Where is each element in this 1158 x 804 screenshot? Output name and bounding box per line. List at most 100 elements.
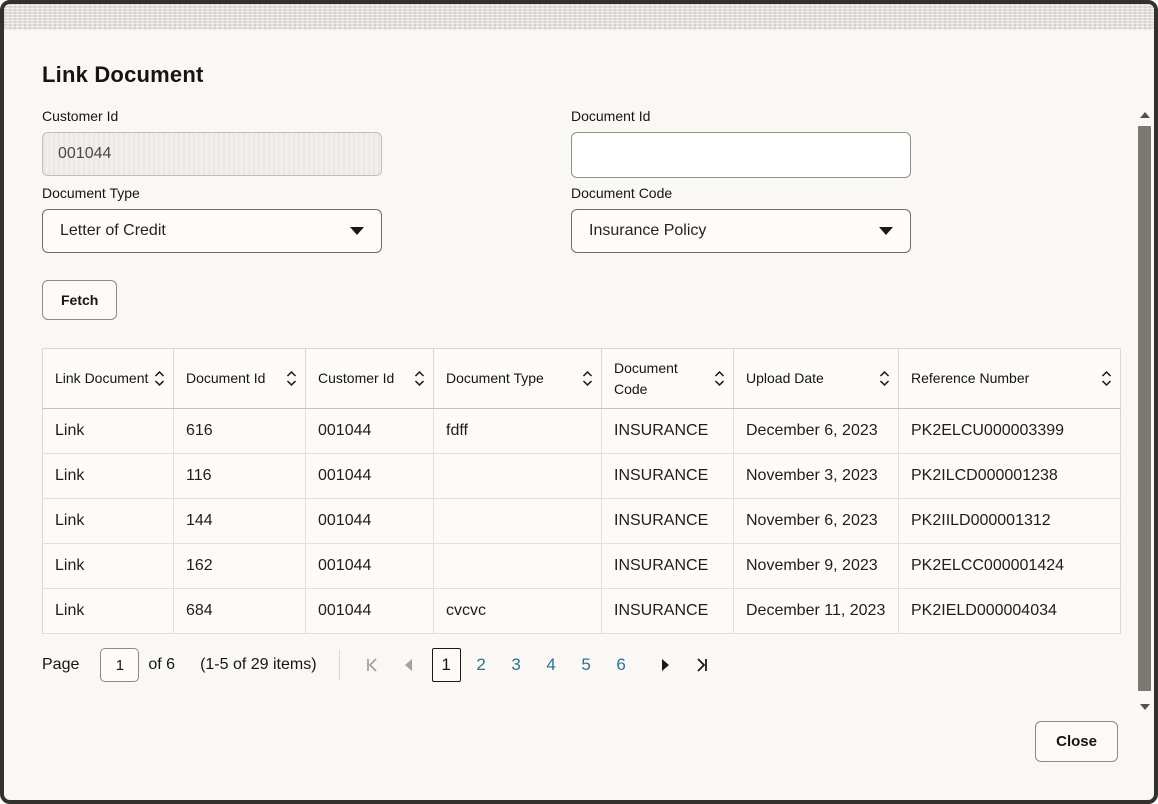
close-button[interactable]: Close <box>1035 721 1118 762</box>
page-number-5[interactable]: 5 <box>581 655 591 674</box>
customer-id-cell: 001044 <box>305 498 434 544</box>
document-code-select[interactable]: Insurance Policy <box>571 209 911 253</box>
document-code-field-group: Document Code Insurance Policy <box>571 185 911 253</box>
customer-id-cell: 001044 <box>305 588 434 634</box>
pagination-bar: Page of 6 (1-5 of 29 items) 1 2 3 4 5 6 <box>42 645 1124 685</box>
document-id-input[interactable] <box>571 132 911 178</box>
customer-id-cell: 001044 <box>305 408 434 454</box>
sort-icon[interactable] <box>714 370 725 387</box>
reference-number-cell: PK2ELCC000001424 <box>898 543 1121 589</box>
document-id-link[interactable]: 144 <box>173 498 306 544</box>
reference-number-cell: PK2ILCD000001238 <box>898 453 1121 499</box>
customer-id-cell: 001044 <box>305 543 434 589</box>
upload-date-cell: December 6, 2023 <box>733 408 899 454</box>
document-code-cell: INSURANCE <box>601 498 734 544</box>
document-id-label: Document Id <box>571 108 651 124</box>
page-number-6[interactable]: 6 <box>616 655 626 674</box>
upload-date-cell: November 6, 2023 <box>733 498 899 544</box>
link-action[interactable]: Link <box>42 588 174 634</box>
reference-number-cell: PK2ELCU000003399 <box>898 408 1121 454</box>
upload-date-cell: November 3, 2023 <box>733 453 899 499</box>
scroll-up-icon[interactable] <box>1140 112 1150 118</box>
link-action[interactable]: Link <box>42 453 174 499</box>
scroll-down-icon[interactable] <box>1140 704 1150 710</box>
column-header-link-document[interactable]: Link Document <box>42 348 174 409</box>
scrollbar-thumb[interactable] <box>1138 126 1151 691</box>
column-header-document-code[interactable]: Document Code <box>601 348 734 409</box>
document-type-label: Document Type <box>42 185 140 201</box>
document-type-selected-value: Letter of Credit <box>60 222 166 239</box>
sort-icon[interactable] <box>154 370 165 387</box>
document-id-link[interactable]: 684 <box>173 588 306 634</box>
chevron-down-icon <box>879 227 893 235</box>
page-title: Link Document <box>42 62 204 87</box>
document-id-field-group: Document Id <box>571 108 911 178</box>
document-code-selected-value: Insurance Policy <box>589 222 707 239</box>
upload-date-cell: November 9, 2023 <box>733 543 899 589</box>
items-range-label: (1-5 of 29 items) <box>200 656 317 673</box>
link-action[interactable]: Link <box>42 498 174 544</box>
document-type-select[interactable]: Letter of Credit <box>42 209 382 253</box>
column-header-reference-number[interactable]: Reference Number <box>898 348 1121 409</box>
page-number-3[interactable]: 3 <box>511 655 521 674</box>
search-form: Customer Id Document Id Document Type Le… <box>42 108 1124 253</box>
fetch-button[interactable]: Fetch <box>42 280 118 320</box>
first-page-icon[interactable] <box>360 650 384 680</box>
reference-number-cell: PK2IILD000001312 <box>898 498 1121 544</box>
document-code-cell: INSURANCE <box>601 588 734 634</box>
next-page-icon[interactable] <box>654 650 678 680</box>
document-type-cell <box>433 453 602 499</box>
page-of-label: of 6 <box>148 656 176 673</box>
table-row: Link 684 001044 cvcvc INSURANCE December… <box>42 588 1121 634</box>
pagination-divider <box>338 650 340 680</box>
previous-page-icon[interactable] <box>396 650 420 680</box>
sort-icon[interactable] <box>414 370 425 387</box>
customer-id-input[interactable] <box>42 132 382 176</box>
column-header-upload-date[interactable]: Upload Date <box>733 348 899 409</box>
upload-date-cell: December 11, 2023 <box>733 588 899 634</box>
page-label: Page <box>42 656 80 673</box>
document-type-cell <box>433 498 602 544</box>
link-action[interactable]: Link <box>42 543 174 589</box>
document-id-link[interactable]: 162 <box>173 543 306 589</box>
last-page-icon[interactable] <box>690 650 714 680</box>
document-type-cell: cvcvc <box>433 588 602 634</box>
dialog-top-texture <box>4 4 1154 30</box>
page-number-1[interactable]: 1 <box>431 648 461 682</box>
document-code-cell: INSURANCE <box>601 543 734 589</box>
page-number-2[interactable]: 2 <box>476 655 486 674</box>
page-number-list: 1 2 3 4 5 6 <box>431 648 642 682</box>
sort-icon[interactable] <box>286 370 297 387</box>
sort-icon[interactable] <box>582 370 593 387</box>
document-type-field-group: Document Type Letter of Credit <box>42 185 382 253</box>
column-header-document-type[interactable]: Document Type <box>433 348 602 409</box>
table-row: Link 144 001044 INSURANCE November 6, 20… <box>42 498 1121 544</box>
customer-id-cell: 001044 <box>305 453 434 499</box>
document-type-cell <box>433 543 602 589</box>
page-number-input[interactable] <box>100 648 140 682</box>
customer-id-field-group: Customer Id <box>42 108 382 178</box>
document-code-cell: INSURANCE <box>601 453 734 499</box>
table-row: Link 116 001044 INSURANCE November 3, 20… <box>42 453 1121 499</box>
column-header-document-id[interactable]: Document Id <box>173 348 306 409</box>
document-id-link[interactable]: 116 <box>173 453 306 499</box>
sort-icon[interactable] <box>1101 370 1112 387</box>
reference-number-cell: PK2IELD000004034 <box>898 588 1121 634</box>
sort-icon[interactable] <box>879 370 890 387</box>
page-number-4[interactable]: 4 <box>546 655 556 674</box>
table-header-row: Link Document Document Id Customer Id Do… <box>42 348 1121 409</box>
link-action[interactable]: Link <box>42 408 174 454</box>
document-type-cell: fdff <box>433 408 602 454</box>
dialog-content: Link Document Customer Id Document Id Do… <box>4 62 1154 685</box>
document-code-label: Document Code <box>571 185 673 201</box>
table-row: Link 162 001044 INSURANCE November 9, 20… <box>42 543 1121 589</box>
column-header-customer-id[interactable]: Customer Id <box>305 348 434 409</box>
document-id-link[interactable]: 616 <box>173 408 306 454</box>
customer-id-label: Customer Id <box>42 108 119 124</box>
chevron-down-icon <box>350 227 364 235</box>
table-row: Link 616 001044 fdff INSURANCE December … <box>42 408 1121 454</box>
documents-table: Link Document Document Id Customer Id Do… <box>42 348 1121 634</box>
vertical-scrollbar[interactable] <box>1138 109 1152 713</box>
document-code-cell: INSURANCE <box>601 408 734 454</box>
